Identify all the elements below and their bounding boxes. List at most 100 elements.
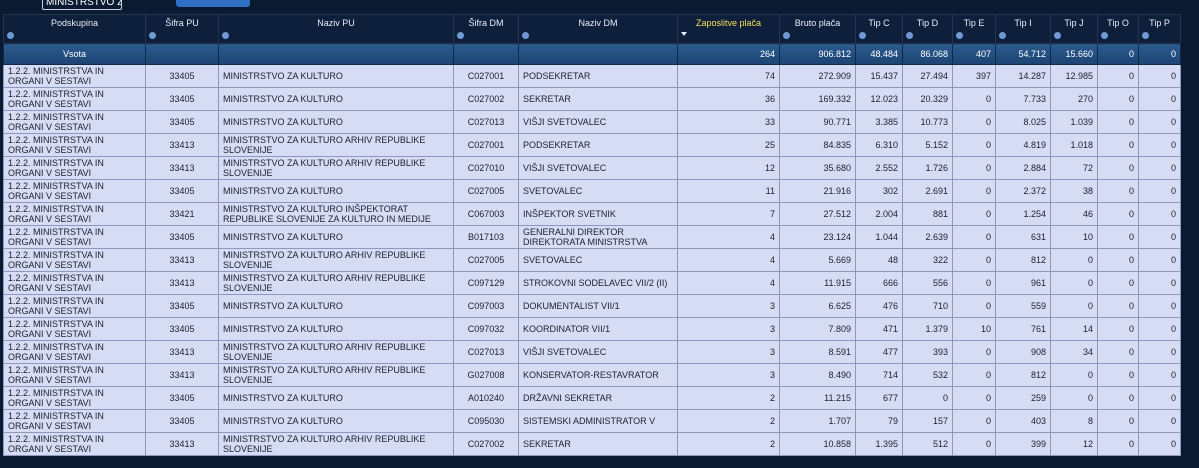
sort-icon[interactable] [999, 32, 1006, 39]
cell: 33405 [145, 409, 219, 433]
cell: 7.733 [995, 87, 1051, 111]
cell: MINISTRSTVO ZA KULTURO ARHIV REPUBLIKE S… [218, 271, 454, 295]
cell: C097003 [453, 294, 519, 318]
cell: MINISTRSTVO ZA KULTURO [218, 64, 454, 88]
cell: 0 [1097, 179, 1139, 203]
table-row[interactable]: 1.2.2. MINISTRSTVA IN ORGANI V SESTAVI 33… [3, 248, 1181, 272]
sort-icon[interactable] [906, 32, 913, 39]
cell: 0 [1138, 386, 1181, 410]
cell: 33413 [145, 271, 219, 295]
cell: 8.591 [779, 340, 856, 364]
table-row[interactable]: 1.2.2. MINISTRSTVA IN ORGANI V SESTAVI 33… [3, 64, 1181, 88]
sort-icon[interactable] [457, 32, 464, 39]
cell: 0 [952, 271, 996, 295]
cell: 812 [995, 248, 1051, 272]
sort-icon[interactable] [1101, 32, 1108, 39]
table-row[interactable]: 1.2.2. MINISTRSTVA IN ORGANI V SESTAVI 33… [3, 363, 1181, 387]
sort-icon[interactable] [859, 32, 866, 39]
cell: 0 [1097, 87, 1139, 111]
sort-icon[interactable] [783, 32, 790, 39]
column-header[interactable]: Tip I [995, 14, 1051, 44]
table-row[interactable]: 1.2.2. MINISTRSTVA IN ORGANI V SESTAVI 33… [3, 340, 1181, 364]
cell: 881 [902, 202, 953, 226]
cell: 4.819 [995, 133, 1051, 157]
sort-icon[interactable] [956, 32, 963, 39]
sort-icon[interactable] [7, 32, 14, 39]
table-row[interactable]: 1.2.2. MINISTRSTVA IN ORGANI V SESTAVI 33… [3, 110, 1181, 134]
cell: 33413 [145, 432, 219, 456]
column-header[interactable]: Tip J [1050, 14, 1098, 44]
table-row[interactable]: 1.2.2. MINISTRSTVA IN ORGANI V SESTAVI 33… [3, 294, 1181, 318]
column-header[interactable]: Šifra DM [453, 14, 519, 44]
cell: 33405 [145, 317, 219, 341]
cell: 79 [855, 409, 903, 433]
sort-icon[interactable] [222, 32, 229, 39]
cell: 1.379 [902, 317, 953, 341]
cell: 36 [677, 87, 780, 111]
cell: 11.215 [779, 386, 856, 410]
cell: 714 [855, 363, 903, 387]
table-row[interactable]: 1.2.2. MINISTRSTVA IN ORGANI V SESTAVI 33… [3, 225, 1181, 249]
column-header[interactable]: Tip C [855, 14, 903, 44]
cell: 1.2.2. MINISTRSTVA IN ORGANI V SESTAVI [3, 386, 146, 410]
column-header[interactable]: Naziv DM [518, 14, 678, 44]
cell: C027001 [453, 133, 519, 157]
cell: 157 [902, 409, 953, 433]
sum-cell [218, 43, 454, 65]
column-header[interactable]: Tip D [902, 14, 953, 44]
cell: 46 [1050, 202, 1098, 226]
column-header[interactable]: Naziv PU [218, 14, 454, 44]
cell: 0 [952, 202, 996, 226]
table-row[interactable]: 1.2.2. MINISTRSTVA IN ORGANI V SESTAVI 33… [3, 386, 1181, 410]
cell: 0 [1050, 248, 1098, 272]
column-header[interactable]: Tip P [1138, 14, 1181, 44]
cell: 5.669 [779, 248, 856, 272]
table-row[interactable]: 1.2.2. MINISTRSTVA IN ORGANI V SESTAVI 33… [3, 317, 1181, 341]
cell: 710 [902, 294, 953, 318]
sort-icon[interactable] [1142, 32, 1149, 39]
column-header[interactable]: Bruto plača [779, 14, 856, 44]
cell: 1.2.2. MINISTRSTVA IN ORGANI V SESTAVI [3, 110, 146, 134]
cell: MINISTRSTVO ZA KULTURO [218, 179, 454, 203]
table-row[interactable]: 1.2.2. MINISTRSTVA IN ORGANI V SESTAVI 33… [3, 133, 1181, 157]
sort-icon[interactable] [681, 32, 687, 36]
cell: SEKRETAR [518, 432, 678, 456]
table-row[interactable]: 1.2.2. MINISTRSTVA IN ORGANI V SESTAVI 33… [3, 156, 1181, 180]
column-header[interactable]: Podskupina [3, 14, 146, 44]
column-header[interactable]: Zaposlitve plača [677, 14, 780, 44]
column-header[interactable]: Šifra PU [145, 14, 219, 44]
cell: 33413 [145, 248, 219, 272]
table-row[interactable]: 1.2.2. MINISTRSTVA IN ORGANI V SESTAVI 33… [3, 87, 1181, 111]
table-row[interactable]: 1.2.2. MINISTRSTVA IN ORGANI V SESTAVI 33… [3, 432, 1181, 456]
cell: 8 [1050, 409, 1098, 433]
table-row[interactable]: 1.2.2. MINISTRSTVA IN ORGANI V SESTAVI 33… [3, 202, 1181, 226]
sort-icon[interactable] [1054, 32, 1061, 39]
cell: 7.809 [779, 317, 856, 341]
sort-icon[interactable] [149, 32, 156, 39]
table-row[interactable]: 1.2.2. MINISTRSTVA IN ORGANI V SESTAVI 33… [3, 409, 1181, 433]
button[interactable] [176, 0, 250, 7]
sort-icon[interactable] [522, 32, 529, 39]
column-header[interactable]: Tip E [952, 14, 996, 44]
column-header[interactable]: Tip O [1097, 14, 1139, 44]
cell: MINISTRSTVO ZA KULTURO ARHIV REPUBLIKE S… [218, 340, 454, 364]
cell: MINISTRSTVO ZA KULTURO ARHIV REPUBLIKE S… [218, 156, 454, 180]
cell: 1.2.2. MINISTRSTVA IN ORGANI V SESTAVI [3, 271, 146, 295]
cell: 302 [855, 179, 903, 203]
cell: 0 [1138, 202, 1181, 226]
cell: 0 [952, 294, 996, 318]
cell: 4 [677, 225, 780, 249]
cell: 397 [952, 64, 996, 88]
table-row[interactable]: 1.2.2. MINISTRSTVA IN ORGANI V SESTAVI 33… [3, 271, 1181, 295]
filter-select[interactable]: MINISTRSTVO ZA [42, 0, 122, 10]
cell: 399 [995, 432, 1051, 456]
cell: 677 [855, 386, 903, 410]
cell: 2.552 [855, 156, 903, 180]
cell: 3 [677, 340, 780, 364]
cell: 3 [677, 317, 780, 341]
cell: 2.372 [995, 179, 1051, 203]
cell: 10.773 [902, 110, 953, 134]
sum-cell: 86.068 [902, 43, 953, 65]
table-row[interactable]: 1.2.2. MINISTRSTVA IN ORGANI V SESTAVI 33… [3, 179, 1181, 203]
cell: VIŠJI SVETOVALEC [518, 340, 678, 364]
